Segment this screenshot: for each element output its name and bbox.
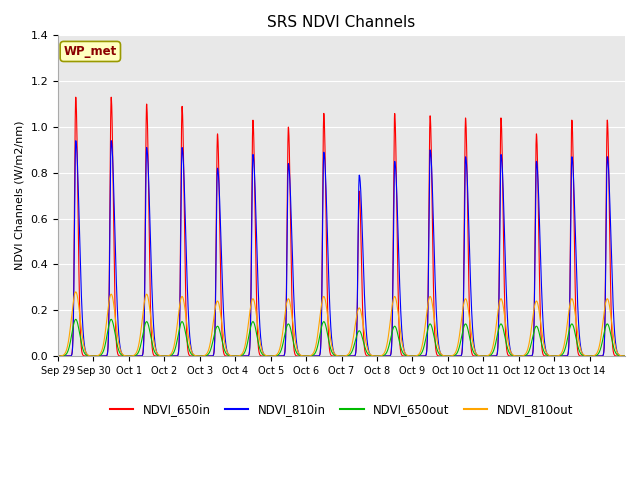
Text: WP_met: WP_met xyxy=(64,45,117,58)
Line: NDVI_650in: NDVI_650in xyxy=(58,97,625,356)
NDVI_650out xyxy=(500,332,508,337)
Y-axis label: NDVI Channels (W/m2/nm): NDVI Channels (W/m2/nm) xyxy=(15,121,25,270)
NDVI_810out xyxy=(54,353,62,359)
Line: NDVI_810out: NDVI_810out xyxy=(58,292,625,356)
NDVI_650in xyxy=(465,252,472,258)
Line: NDVI_650out: NDVI_650out xyxy=(58,319,625,356)
NDVI_810out xyxy=(534,304,542,310)
NDVI_810in xyxy=(615,352,623,358)
NDVI_650in xyxy=(500,292,508,298)
NDVI_810out xyxy=(615,352,623,358)
NDVI_650out xyxy=(621,353,629,359)
NDVI_810out xyxy=(72,289,79,295)
NDVI_650out xyxy=(170,348,178,354)
NDVI_650in xyxy=(621,353,629,359)
NDVI_810in xyxy=(465,207,472,213)
NDVI_650in xyxy=(72,94,79,100)
NDVI_650in xyxy=(534,216,542,222)
NDVI_650out xyxy=(54,353,62,359)
NDVI_810in xyxy=(415,353,422,359)
NDVI_810out xyxy=(500,312,508,318)
NDVI_650out xyxy=(534,327,542,333)
Legend: NDVI_650in, NDVI_810in, NDVI_650out, NDVI_810out: NDVI_650in, NDVI_810in, NDVI_650out, NDV… xyxy=(105,398,578,420)
NDVI_810out xyxy=(415,352,422,358)
NDVI_810in xyxy=(500,229,508,235)
NDVI_810in xyxy=(72,138,79,144)
Title: SRS NDVI Channels: SRS NDVI Channels xyxy=(268,15,415,30)
NDVI_650in xyxy=(170,353,178,359)
NDVI_810out xyxy=(170,342,178,348)
NDVI_810in xyxy=(621,353,629,359)
NDVI_650in xyxy=(54,353,62,359)
NDVI_650in xyxy=(415,353,422,359)
NDVI_810in xyxy=(170,353,178,359)
NDVI_810in xyxy=(534,190,542,195)
NDVI_810out xyxy=(465,307,472,312)
NDVI_810in xyxy=(54,353,62,359)
NDVI_650out xyxy=(72,316,79,322)
NDVI_650out xyxy=(615,353,623,359)
NDVI_650out xyxy=(465,328,472,334)
Line: NDVI_810in: NDVI_810in xyxy=(58,141,625,356)
NDVI_810out xyxy=(621,353,629,359)
NDVI_650out xyxy=(415,353,422,359)
NDVI_650in xyxy=(615,353,623,359)
